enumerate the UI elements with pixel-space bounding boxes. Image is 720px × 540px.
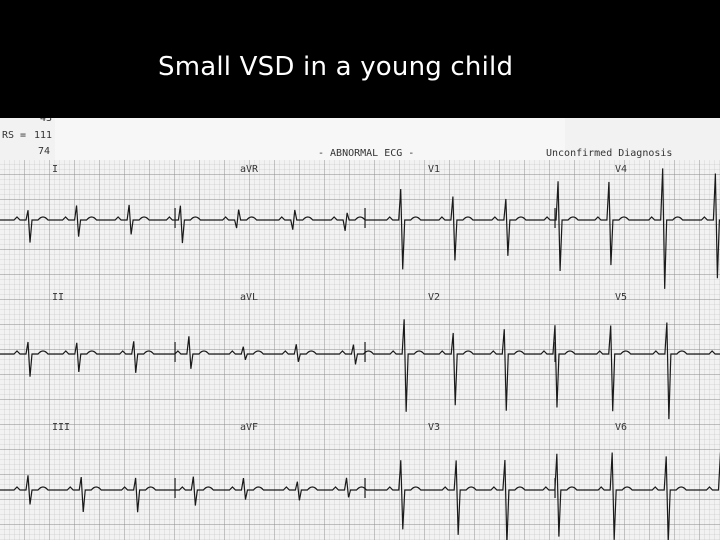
lead-label: V5 [615, 292, 627, 303]
grid [0, 160, 720, 540]
ecg-trace [0, 452, 720, 540]
header-value: 111 [34, 130, 52, 141]
traces [0, 168, 720, 540]
diagnosis-status: Unconfirmed Diagnosis [546, 148, 672, 159]
lead-label: aVL [240, 292, 258, 303]
header-value: 43 [40, 118, 52, 124]
lead-label: V1 [428, 164, 440, 175]
header-value: 74 [38, 146, 50, 157]
lead-label: I [52, 164, 58, 175]
interpretation: - ABNORMAL ECG - [318, 148, 414, 159]
rate-label: RS = [2, 130, 26, 141]
lead-label: V2 [428, 292, 440, 303]
lead-label: II [52, 292, 64, 303]
ecg-trace [0, 319, 720, 420]
lead-label: aVR [240, 164, 259, 175]
header-band [55, 118, 565, 160]
lead-label: V6 [615, 422, 627, 433]
lead-label: V4 [615, 164, 627, 175]
ecg-image: 43 RS = 111 74 - ABNORMAL ECG - Unconfir… [0, 118, 720, 540]
lead-label: III [52, 422, 70, 433]
slide-title: Small VSD in a young child [158, 52, 514, 82]
lead-label: V3 [428, 422, 440, 433]
lead-label: aVF [240, 422, 258, 433]
